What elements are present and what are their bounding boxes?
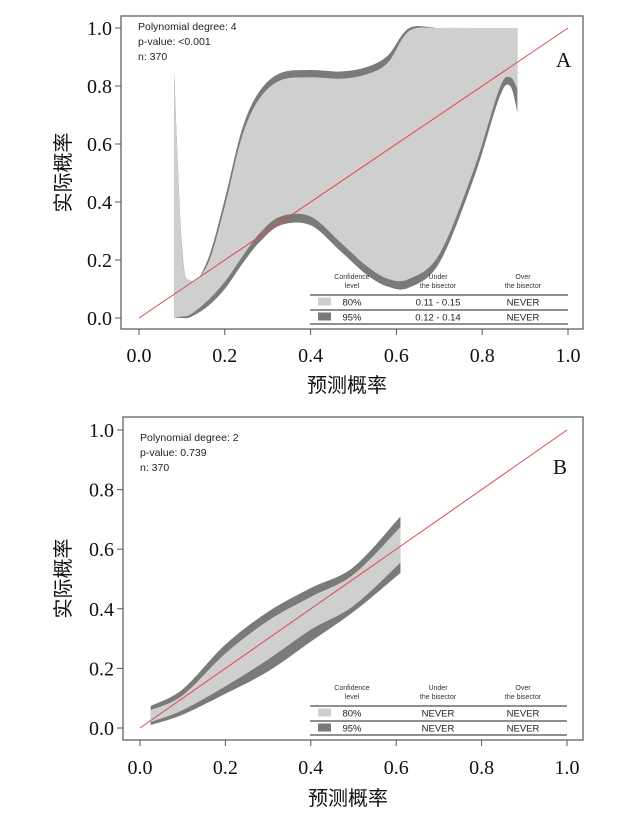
y-axis-label: 实际概率 xyxy=(51,539,75,619)
bisector-line xyxy=(138,27,569,319)
x-tick-label: 0.8 xyxy=(470,345,495,367)
legend-cell-over: NEVER xyxy=(507,313,540,324)
x-tick-label: 0.0 xyxy=(127,345,152,367)
panel-a: 0.0 0.2 0.4 0.6 0.8 1.0 0.0 0.2 0.4 0.6 0.8 1.0 预测概率… xyxy=(51,15,584,397)
y-tick-label: 0.6 xyxy=(89,539,114,561)
legend-cell-under: 0.11 - 0.15 xyxy=(416,298,461,309)
panel-b: 0.0 0.2 0.4 0.6 0.8 1.0 0.0 0.2 0.4 0.6 0.8 1.0 预测概率… xyxy=(51,416,584,810)
stats-annotation: p-value: <0.001 xyxy=(138,36,211,48)
legend-header: Under xyxy=(428,274,448,281)
plot-frame xyxy=(120,15,584,330)
y-tick-label: 0.0 xyxy=(89,718,114,740)
legend-header: level xyxy=(345,283,360,290)
x-tick-label: 0.6 xyxy=(384,345,409,367)
legend-header: level xyxy=(345,694,360,701)
legend-swatch-95 xyxy=(318,723,331,732)
x-tick-label: 0.6 xyxy=(384,757,409,779)
legend-swatch-80 xyxy=(318,708,331,717)
y-tick-label: 0.2 xyxy=(89,658,114,680)
y-tick-label: 0.8 xyxy=(87,76,112,98)
legend-cell-level: 80% xyxy=(342,298,362,309)
legend-cell-under: NEVER xyxy=(422,709,455,720)
legend-table: Confidence level Under the bisector Over the … xyxy=(310,274,568,325)
x-axis-label: 预测概率 xyxy=(307,373,387,397)
x-tick-label: 0.0 xyxy=(128,757,153,779)
legend-cell-level: 95% xyxy=(342,313,362,324)
y-tick-label: 0.6 xyxy=(87,134,112,156)
stats-annotation: Polynomial degree: 4 xyxy=(138,21,237,33)
y-tick-label: 1.0 xyxy=(87,18,112,40)
x-tick-label: 0.4 xyxy=(298,345,323,367)
stats-annotation: Polynomial degree: 2 xyxy=(140,432,239,444)
legend-cell-level: 95% xyxy=(342,724,362,735)
legend-swatch-95 xyxy=(318,312,331,321)
legend-header: Over xyxy=(515,685,531,692)
legend-cell-over: NEVER xyxy=(507,298,540,309)
legend-header: Confidence xyxy=(334,274,370,281)
x-tick-label: 1.0 xyxy=(555,757,580,779)
x-tick-label: 0.8 xyxy=(469,757,494,779)
legend-header: the bisector xyxy=(505,694,542,701)
legend-header: the bisector xyxy=(420,694,457,701)
bisector-line xyxy=(139,429,568,729)
panel-label: B xyxy=(553,455,567,479)
band-80 xyxy=(150,526,401,723)
legend-cell-over: NEVER xyxy=(507,709,540,720)
y-tick-label: 1.0 xyxy=(89,420,114,442)
band-80 xyxy=(174,27,518,319)
legend-header: Over xyxy=(515,274,531,281)
legend-swatch-80 xyxy=(318,297,331,306)
y-axis-label: 实际概率 xyxy=(51,133,75,213)
x-tick-label: 0.4 xyxy=(298,757,323,779)
y-tick-label: 0.4 xyxy=(89,599,114,621)
legend-header: Under xyxy=(428,685,448,692)
legend-cell-over: NEVER xyxy=(507,724,540,735)
legend-table: Confidence level Under the bisector Over the … xyxy=(310,685,567,736)
panel-label: A xyxy=(556,48,572,72)
legend-header: the bisector xyxy=(420,283,457,290)
y-tick-label: 0.0 xyxy=(87,308,112,330)
stats-annotation: p-value: 0.739 xyxy=(140,447,207,459)
legend-cell-under: 0.12 - 0.14 xyxy=(415,313,460,324)
y-tick-label: 0.2 xyxy=(87,250,112,272)
x-tick-label: 0.2 xyxy=(213,757,238,779)
legend-cell-level: 80% xyxy=(342,709,362,720)
plot-frame xyxy=(122,416,584,741)
legend-cell-under: NEVER xyxy=(422,724,455,735)
stats-annotation: n: 370 xyxy=(138,51,167,63)
x-tick-label: 1.0 xyxy=(556,345,581,367)
x-axis-label: 预测概率 xyxy=(308,786,388,810)
y-tick-label: 0.8 xyxy=(89,480,114,502)
legend-header: the bisector xyxy=(505,283,542,290)
x-tick-label: 0.2 xyxy=(212,345,237,367)
y-tick-label: 0.4 xyxy=(87,192,112,214)
stats-annotation: n: 370 xyxy=(140,462,169,474)
legend-header: Confidence xyxy=(334,685,370,692)
